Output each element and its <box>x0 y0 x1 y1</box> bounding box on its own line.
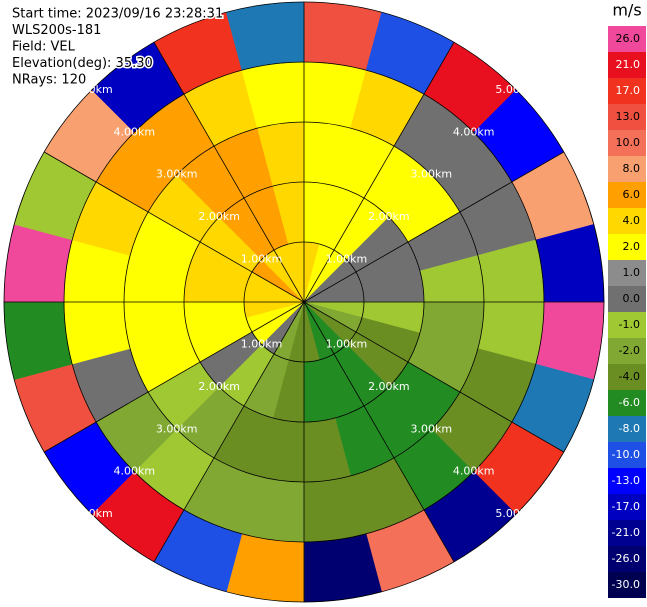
ring-label: 4.00km <box>453 465 495 478</box>
colorbar-unit: m/s <box>612 1 641 20</box>
ring-label: 2.00km <box>198 210 240 223</box>
colorbar: m/s 26.0 21.0 17.0 13.0 10.0 8.0 6.0 4.0 2.0 1.0 0.… <box>608 1 646 598</box>
colorbar-block <box>608 104 646 130</box>
info-block: Start time: 2023/09/16 23:28:31WLS200s-1… <box>11 5 225 89</box>
colorbar-block <box>608 156 646 182</box>
range-ring <box>63 61 545 543</box>
colorbar-label: -1.0 <box>619 318 640 331</box>
colorbar-block <box>608 234 646 260</box>
ring-label: 5.00km <box>71 507 113 520</box>
colorbar-block <box>608 520 646 546</box>
colorbar-block <box>608 390 646 416</box>
colorbar-block <box>608 286 646 312</box>
ring-label: 3.00km <box>410 422 452 435</box>
colorbar-label: 0.0 <box>623 292 641 305</box>
polar-grid: 1.00km 1.00km 1.00km 1.00km 2.00km 2.00km 2.00… <box>3 1 605 603</box>
colorbar-block <box>608 468 646 494</box>
ppi-field <box>3 1 605 603</box>
colorbar-label: 13.0 <box>616 110 641 123</box>
colorbar-block <box>608 182 646 208</box>
colorbar-label: -30.0 <box>612 578 640 591</box>
colorbar-block <box>608 78 646 104</box>
colorbar-block <box>608 260 646 286</box>
colorbar-label: -8.0 <box>619 422 640 435</box>
ring-label: 4.00km <box>114 125 156 138</box>
colorbar-label: 1.0 <box>623 266 641 279</box>
colorbar-label: 26.0 <box>616 32 641 45</box>
ring-label: 2.00km <box>368 380 410 393</box>
ring-label: 5.00km <box>71 83 113 96</box>
colorbar-label: 10.0 <box>616 136 641 149</box>
colorbar-label: -4.0 <box>619 370 640 383</box>
colorbar-label: 17.0 <box>616 84 641 97</box>
colorbar-label: 6.0 <box>623 188 641 201</box>
info-line: Field: VEL <box>12 40 76 55</box>
range-ring <box>3 1 605 603</box>
info-line: Start time: 2023/09/16 23:28:31 <box>12 7 223 22</box>
ring-label: 3.00km <box>156 422 198 435</box>
colorbar-block <box>608 494 646 520</box>
colorbar-block <box>608 312 646 338</box>
colorbar-label: 21.0 <box>616 58 641 71</box>
range-ring <box>243 241 365 363</box>
ring-label: 5.00km <box>495 507 537 520</box>
range-ring <box>123 121 485 483</box>
info-line: NRays: 120 <box>12 73 86 88</box>
colorbar-label: -10.0 <box>612 448 640 461</box>
ring-label: 1.00km <box>241 253 283 266</box>
colorbar-label: -2.0 <box>619 344 640 357</box>
colorbar-block <box>608 364 646 390</box>
ring-label: 4.00km <box>114 465 156 478</box>
ring-label: 3.00km <box>410 168 452 181</box>
colorbar-label: -6.0 <box>619 396 640 409</box>
colorbar-label: -26.0 <box>612 552 640 565</box>
colorbar-block <box>608 338 646 364</box>
ring-label: 1.00km <box>326 337 368 350</box>
ring-label: 2.00km <box>368 210 410 223</box>
range-ring <box>183 181 425 423</box>
colorbar-block <box>608 572 646 598</box>
colorbar-label: 8.0 <box>623 162 641 175</box>
colorbar-block <box>608 546 646 572</box>
colorbar-label: 4.0 <box>623 214 641 227</box>
colorbar-block <box>608 26 646 52</box>
info-line: Elevation(deg): 35.30 <box>12 56 153 71</box>
colorbar-block <box>608 52 646 78</box>
info-line: WLS200s-181 <box>12 23 101 38</box>
ring-label: 5.00km <box>495 83 537 96</box>
colorbar-block <box>608 208 646 234</box>
colorbar-label: -13.0 <box>612 474 640 487</box>
spoke <box>43 151 564 453</box>
ring-label: 3.00km <box>156 168 198 181</box>
colorbar-label: 2.0 <box>623 240 641 253</box>
colorbar-block <box>608 130 646 156</box>
colorbar-block <box>608 442 646 468</box>
colorbar-label: -17.0 <box>612 500 640 513</box>
ring-label: 1.00km <box>241 337 283 350</box>
colorbar-label: -21.0 <box>612 526 640 539</box>
colorbar-block <box>608 416 646 442</box>
ring-label: 1.00km <box>326 253 368 266</box>
ring-label: 4.00km <box>453 125 495 138</box>
ring-label: 2.00km <box>198 380 240 393</box>
